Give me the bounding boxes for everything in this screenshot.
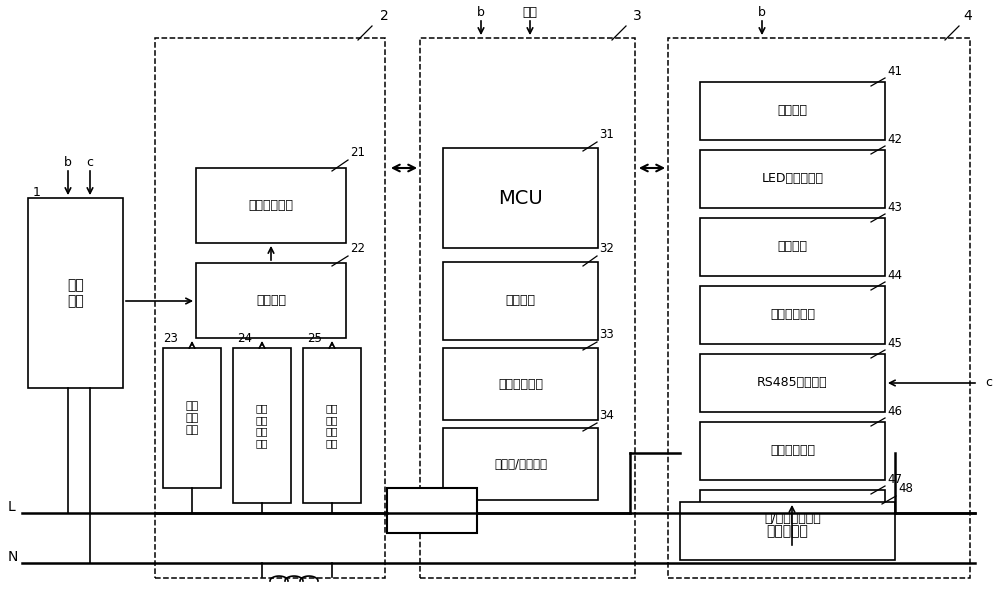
Bar (28, 198, 123, 388)
Bar (700, 82, 885, 140)
Text: b: b (477, 7, 485, 19)
Text: 实时时钟单元: 实时时钟单元 (498, 378, 543, 390)
Text: b: b (64, 156, 72, 170)
Bar (443, 428, 598, 500)
Text: 跳/合闸控制单元: 跳/合闸控制单元 (764, 513, 821, 525)
Text: 21: 21 (350, 146, 365, 159)
Bar (700, 286, 885, 344)
Text: 44: 44 (887, 269, 902, 282)
Text: 4: 4 (963, 9, 972, 23)
Text: 43: 43 (887, 201, 902, 214)
Bar (420, 38, 635, 578)
Text: 数据加/解密单元: 数据加/解密单元 (494, 457, 547, 471)
Text: 46: 46 (887, 405, 902, 418)
Bar (700, 490, 885, 548)
Text: 电池: 电池 (522, 7, 538, 19)
Text: RS485通信单元: RS485通信单元 (757, 376, 828, 390)
Text: 31: 31 (599, 128, 614, 141)
Text: 32: 32 (599, 242, 614, 255)
Text: 23: 23 (163, 332, 178, 345)
Text: 1: 1 (33, 187, 41, 199)
Bar (700, 354, 885, 412)
Bar (443, 148, 598, 248)
Text: 计量单元: 计量单元 (256, 294, 286, 307)
Text: 红外通信单元: 红外通信单元 (770, 308, 815, 322)
Text: 41: 41 (887, 65, 902, 78)
Bar (303, 348, 361, 503)
Text: 显示单元: 显示单元 (778, 105, 808, 117)
Text: b: b (758, 7, 766, 19)
Text: 34: 34 (599, 409, 614, 422)
Text: 47: 47 (887, 473, 902, 486)
Text: 42: 42 (887, 133, 902, 146)
Bar (443, 262, 598, 340)
Text: LED及背光单元: LED及背光单元 (762, 173, 824, 185)
Bar (700, 218, 885, 276)
Text: 载波通信单元: 载波通信单元 (770, 444, 815, 457)
Text: MCU: MCU (498, 188, 543, 207)
Text: N: N (8, 550, 18, 564)
Bar (233, 348, 291, 503)
Text: 脉冲输出单元: 脉冲输出单元 (248, 199, 294, 212)
Text: 24: 24 (237, 332, 252, 345)
Text: 3: 3 (633, 9, 642, 23)
Text: 25: 25 (307, 332, 322, 345)
Text: 48: 48 (898, 482, 913, 495)
Bar (668, 38, 970, 578)
Bar (387, 488, 477, 533)
Text: 22: 22 (350, 242, 365, 255)
Text: 2: 2 (380, 9, 389, 23)
Text: 存储单元: 存储单元 (506, 294, 536, 308)
Text: 一号
电流
采样
电路: 一号 电流 采样 电路 (256, 403, 268, 448)
Bar (196, 168, 346, 243)
Bar (700, 422, 885, 480)
Text: 33: 33 (599, 328, 614, 341)
Text: 电源
电路: 电源 电路 (67, 278, 84, 308)
Bar (163, 348, 221, 488)
Text: L: L (8, 500, 16, 514)
Text: 45: 45 (887, 337, 902, 350)
Text: c: c (985, 376, 992, 390)
Text: 按键开关: 按键开关 (778, 241, 808, 254)
Bar (680, 502, 895, 560)
Text: c: c (87, 156, 94, 170)
Bar (155, 38, 385, 578)
Bar (700, 150, 885, 208)
Text: 二号
电流
采样
电路: 二号 电流 采样 电路 (326, 403, 338, 448)
Text: 电压
采样
电路: 电压 采样 电路 (185, 401, 199, 435)
Bar (443, 348, 598, 420)
Text: 内置继电器: 内置继电器 (767, 524, 808, 538)
Bar (196, 263, 346, 338)
